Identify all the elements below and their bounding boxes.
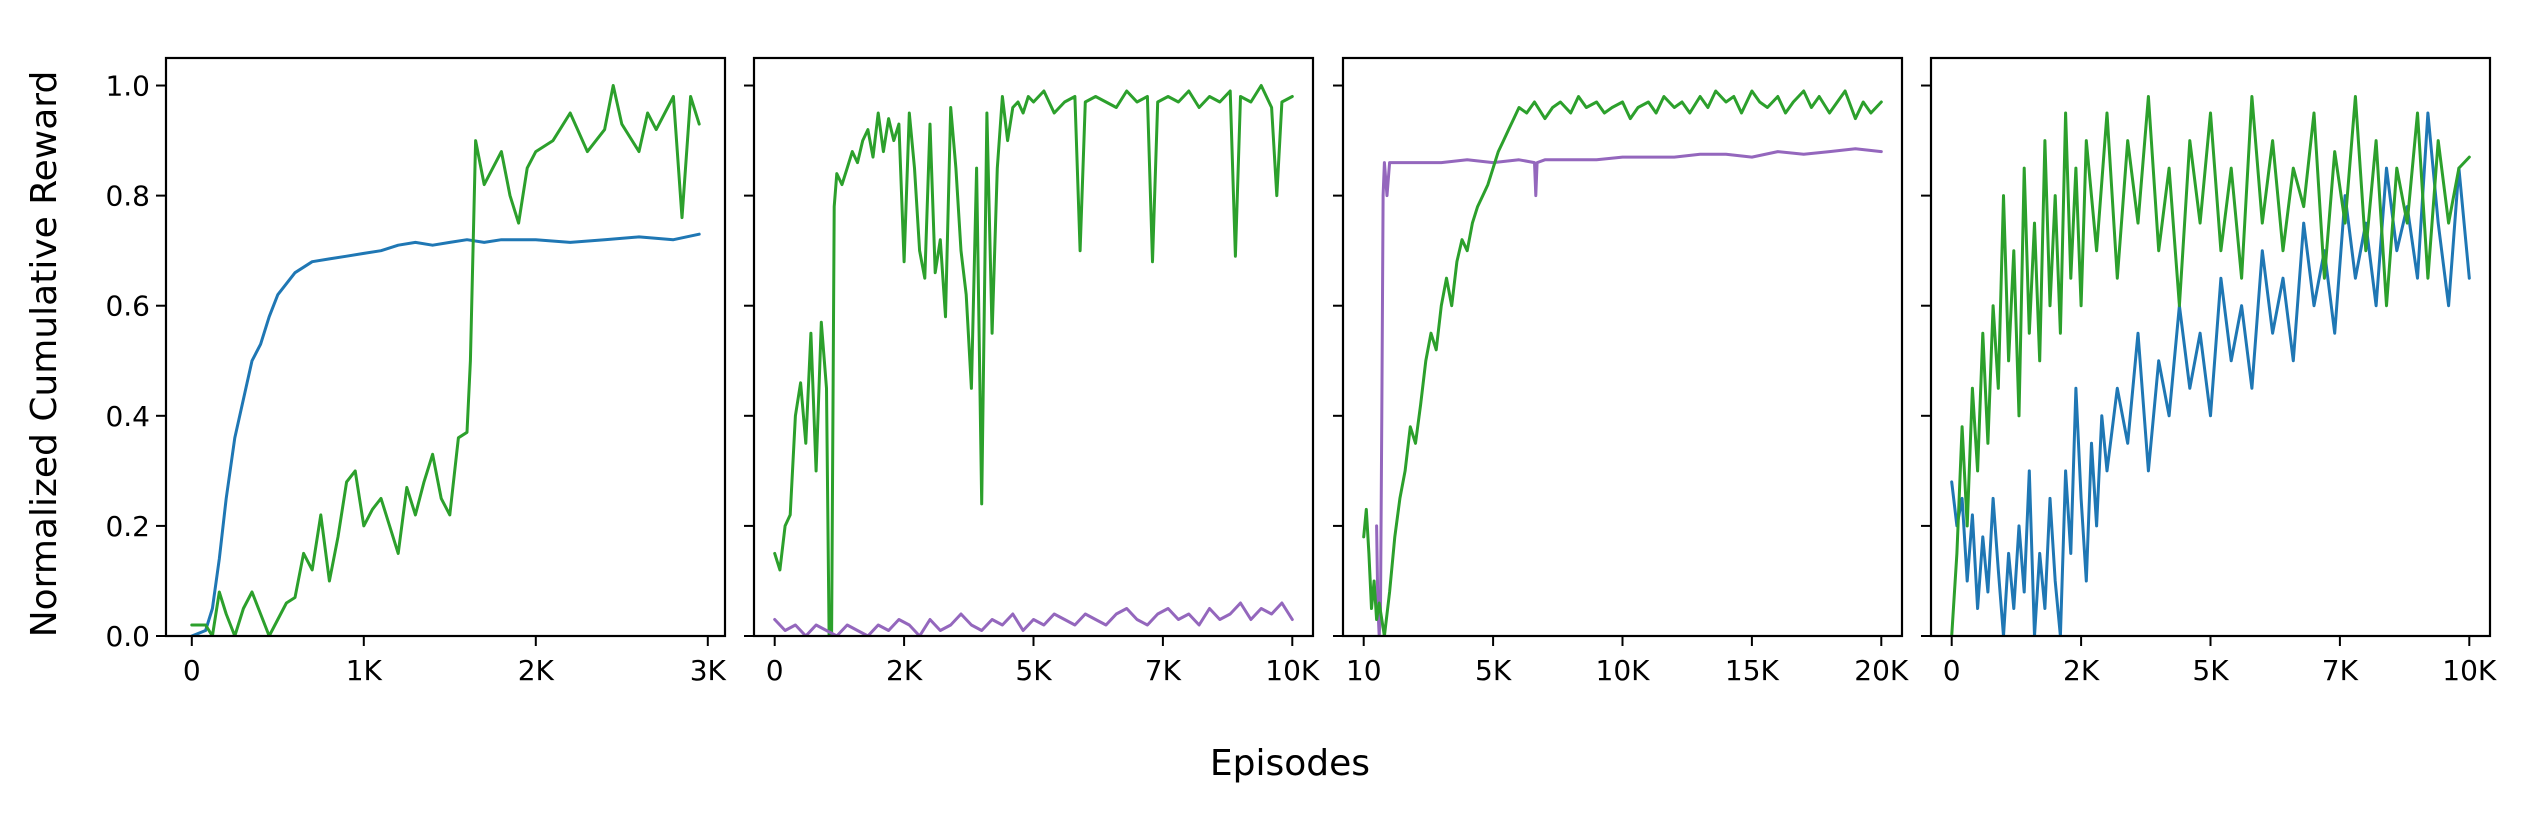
series-line-green <box>773 84 1294 636</box>
panel-1: 0 1K 2K 3K 0.0 0.2 0.4 0.6 0.8 1.0 <box>105 56 727 687</box>
y-tick-label: 0.2 <box>105 510 150 543</box>
x-tick-label: 5K <box>1015 654 1052 687</box>
x-tick-label: 20K <box>1854 654 1909 687</box>
panel-2-series <box>773 84 1294 636</box>
x-tick-label: 1K <box>346 654 383 687</box>
panel-2-frame <box>752 56 1315 638</box>
x-tick-label: 7K <box>1145 654 1182 687</box>
y-axis-title: Normalized Cumulative Reward <box>24 71 65 638</box>
series-line-green <box>1950 95 2471 636</box>
x-tick-label: 0 <box>766 654 784 687</box>
x-tick-label: 10K <box>2442 654 2497 687</box>
x-tick-label: 0 <box>1943 654 1961 687</box>
series-line-green <box>1362 89 1883 636</box>
y-tick-label: 0.8 <box>105 180 150 213</box>
x-tick-label: 7K <box>2322 654 2359 687</box>
panel-4-series <box>1950 95 2471 636</box>
series-line-blue <box>190 232 701 636</box>
series-line-purple <box>1375 147 1883 636</box>
y-tick-label: 0.0 <box>105 620 150 653</box>
panel-1-frame <box>164 56 727 638</box>
panel-1-series <box>190 84 701 636</box>
series-line-green <box>190 84 701 636</box>
y-tick-label: 0.6 <box>105 290 150 323</box>
panel-3-frame <box>1341 56 1904 638</box>
x-tick-label: 5K <box>1475 654 1512 687</box>
x-tick-label: 2K <box>886 654 923 687</box>
x-tick-label: 10K <box>1596 654 1651 687</box>
panel-2: 0 2K 5K 7K 10K <box>744 56 1320 687</box>
x-axis-title: Episodes <box>1210 743 1370 784</box>
series-line-purple <box>773 601 1294 636</box>
panel-3: 10 5K 10K 15K 20K <box>1333 56 1909 687</box>
x-tick-label: 10K <box>1265 654 1320 687</box>
x-tick-label: 2K <box>2063 654 2100 687</box>
x-tick-label: 3K <box>690 654 727 687</box>
panel-4: 0 2K 5K 7K 10K <box>1921 56 2497 687</box>
x-tick-label: 5K <box>2192 654 2229 687</box>
x-tick-label: 10 <box>1346 654 1382 687</box>
panel-4-frame <box>1929 56 2492 638</box>
x-tick-label: 0 <box>183 654 201 687</box>
y-tick-label: 1.0 <box>105 70 150 103</box>
panels: 0 1K 2K 3K0.00.20.40.60.81.00 2K 5K 7K 10K 10 5K 1… <box>105 56 2497 687</box>
series-line-blue <box>1950 111 2471 636</box>
x-tick-label: 15K <box>1725 654 1780 687</box>
panel-3-series <box>1362 89 1883 636</box>
y-tick-label: 0.4 <box>105 400 150 433</box>
x-tick-label: 2K <box>518 654 555 687</box>
